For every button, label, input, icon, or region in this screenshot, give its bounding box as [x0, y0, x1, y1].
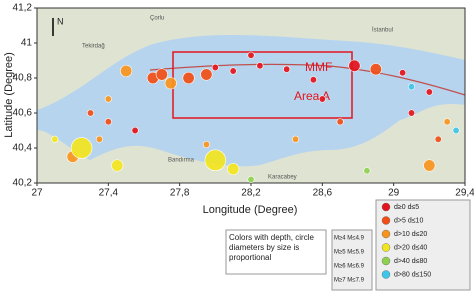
x-tick-label: 29,4 — [455, 188, 474, 199]
annotation: MMF — [305, 60, 332, 74]
event — [423, 159, 436, 172]
event — [204, 149, 227, 171]
x-tick-label: 27,4 — [99, 188, 119, 199]
legend-swatch — [381, 256, 391, 266]
event — [336, 118, 344, 126]
event — [348, 59, 361, 72]
event — [70, 137, 93, 159]
event — [211, 63, 219, 72]
event — [452, 126, 460, 135]
y-tick-label: 41,2 — [13, 3, 33, 14]
place-label: İstanbul — [372, 27, 393, 34]
legend-label: d>20 d≤40 — [394, 244, 427, 251]
event — [369, 63, 382, 76]
depth-legend-box — [375, 199, 471, 291]
event — [155, 68, 168, 81]
event — [309, 76, 317, 84]
event — [318, 95, 326, 103]
size-legend-label: M≥4 M≤4.9 — [334, 236, 365, 242]
legend-label: d>80 d≤150 — [394, 271, 431, 278]
size-legend-label: M≥5 M≤5.9 — [334, 250, 365, 256]
event — [95, 135, 103, 143]
event — [86, 109, 95, 117]
size-legend-label: M≥7 M≤7.9 — [334, 278, 365, 284]
fault-line — [149, 63, 466, 96]
event — [202, 140, 210, 149]
event — [399, 69, 407, 77]
legend-label: d>5 d≤10 — [394, 217, 423, 224]
y-tick-label: 40,8 — [13, 73, 33, 84]
place-label: Çorlu — [150, 16, 164, 22]
event — [227, 162, 240, 176]
event — [164, 77, 177, 90]
y-tick-label: 41 — [21, 38, 33, 49]
legend-swatch — [381, 270, 391, 279]
legend-label: d≥0 d≤5 — [394, 204, 419, 211]
place-label: Tekirdağ — [82, 44, 105, 50]
x-axis-label: Longitude (Degree) — [203, 204, 298, 216]
x-tick-label: 28,2 — [241, 188, 261, 199]
x-tick-label: 27,8 — [170, 188, 190, 199]
event — [256, 62, 264, 70]
event — [200, 68, 213, 81]
event — [104, 118, 112, 126]
x-tick-label: 27 — [31, 188, 43, 199]
event — [51, 135, 59, 143]
legend-swatch — [381, 216, 391, 225]
y-tick-label: 40,2 — [13, 178, 33, 189]
note: Colors with depth, circle diameters by s… — [229, 233, 314, 262]
event — [292, 135, 300, 143]
event — [182, 71, 195, 85]
event — [407, 109, 416, 117]
legend-swatch — [381, 243, 391, 252]
north-label: N — [57, 16, 64, 26]
event — [407, 83, 416, 91]
event — [443, 118, 451, 126]
size-legend-box — [331, 229, 373, 291]
note-text: Colors with depth, circle diameters by s… — [229, 233, 314, 262]
event — [229, 67, 237, 75]
y-axis-label: Latitude (Degree) — [3, 52, 15, 138]
legend-swatch — [381, 202, 391, 212]
size-legend-label: M≥6 M≤6.9 — [334, 264, 365, 270]
place-label: Bandırma — [168, 158, 195, 164]
legend-label: d>10 d≤20 — [394, 231, 427, 238]
event — [131, 126, 139, 135]
event — [120, 64, 133, 78]
event — [104, 95, 112, 103]
event — [247, 51, 255, 59]
event — [434, 135, 442, 143]
legend-label: d>40 d≤80 — [394, 258, 427, 265]
event — [247, 175, 255, 184]
event — [111, 159, 124, 172]
y-tick-label: 40,4 — [13, 143, 33, 154]
event — [363, 167, 371, 175]
y-tick-label: 40,6 — [13, 108, 33, 119]
note-box — [225, 229, 327, 275]
legend-swatch — [381, 229, 391, 239]
x-tick-label: 29 — [388, 188, 400, 199]
event — [425, 88, 433, 96]
place-label: Karacabey — [268, 175, 297, 181]
event — [283, 65, 291, 73]
x-tick-label: 28,6 — [313, 188, 333, 199]
